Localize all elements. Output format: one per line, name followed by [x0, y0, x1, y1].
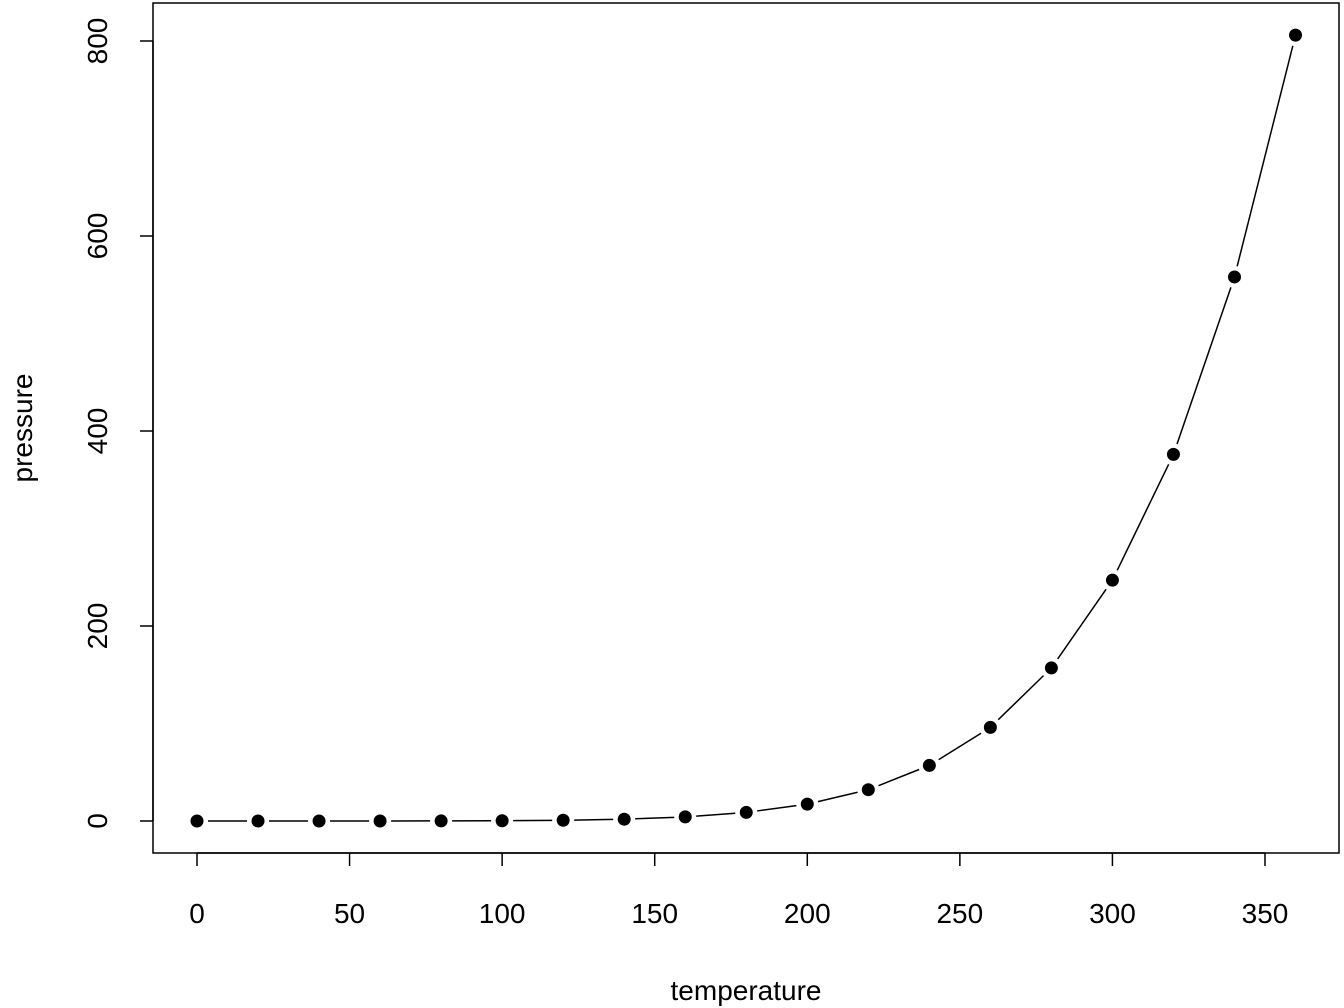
x-tick-label: 300 [1089, 898, 1136, 929]
data-point [556, 813, 570, 827]
x-axis: 0 50 100 150 200 250 300 350 [189, 852, 1289, 929]
series-segment [635, 816, 675, 820]
data-point [495, 814, 509, 828]
data-point [1166, 447, 1180, 461]
y-tick-label: 800 [82, 18, 113, 65]
series-segment [696, 812, 736, 817]
data-point [434, 814, 448, 828]
x-tick-label: 0 [189, 898, 205, 929]
x-tick-label: 250 [936, 898, 983, 929]
x-tick-label: 150 [631, 898, 678, 929]
data-point [800, 797, 814, 811]
plot-frame [152, 2, 1340, 854]
series-segment [997, 675, 1045, 721]
y-tick-label: 600 [82, 213, 113, 260]
series-segment [574, 818, 614, 821]
series-segment [1176, 287, 1232, 445]
x-tick-label: 350 [1242, 898, 1289, 929]
data-point [1044, 661, 1058, 675]
series-segment [938, 732, 982, 761]
y-axis: 0 200 400 600 800 [82, 18, 154, 829]
data-point [1105, 573, 1119, 587]
data-point [922, 758, 936, 772]
data-point [312, 814, 326, 828]
data-point [251, 814, 265, 828]
series-points [190, 28, 1303, 828]
series-segment [1116, 463, 1170, 571]
y-tick-label: 0 [82, 813, 113, 829]
x-axis-label: temperature [671, 975, 822, 1006]
series-segment [1057, 588, 1107, 660]
data-point [739, 805, 753, 819]
data-point [983, 720, 997, 734]
data-point [1227, 270, 1241, 284]
y-tick-label: 400 [82, 408, 113, 455]
series-lines [207, 45, 1294, 822]
series-segment [817, 791, 858, 803]
data-point [373, 814, 387, 828]
series-segment [1236, 45, 1294, 267]
series-segment [757, 804, 797, 812]
data-point [678, 810, 692, 824]
data-point [190, 814, 204, 828]
x-tick-label: 100 [479, 898, 526, 929]
data-point [861, 783, 875, 797]
x-tick-label: 50 [334, 898, 365, 929]
data-point [617, 812, 631, 826]
series-segment [878, 768, 920, 787]
x-tick-label: 200 [784, 898, 831, 929]
data-point [1289, 28, 1303, 42]
y-axis-label: pressure [7, 374, 38, 483]
y-tick-label: 200 [82, 603, 113, 650]
